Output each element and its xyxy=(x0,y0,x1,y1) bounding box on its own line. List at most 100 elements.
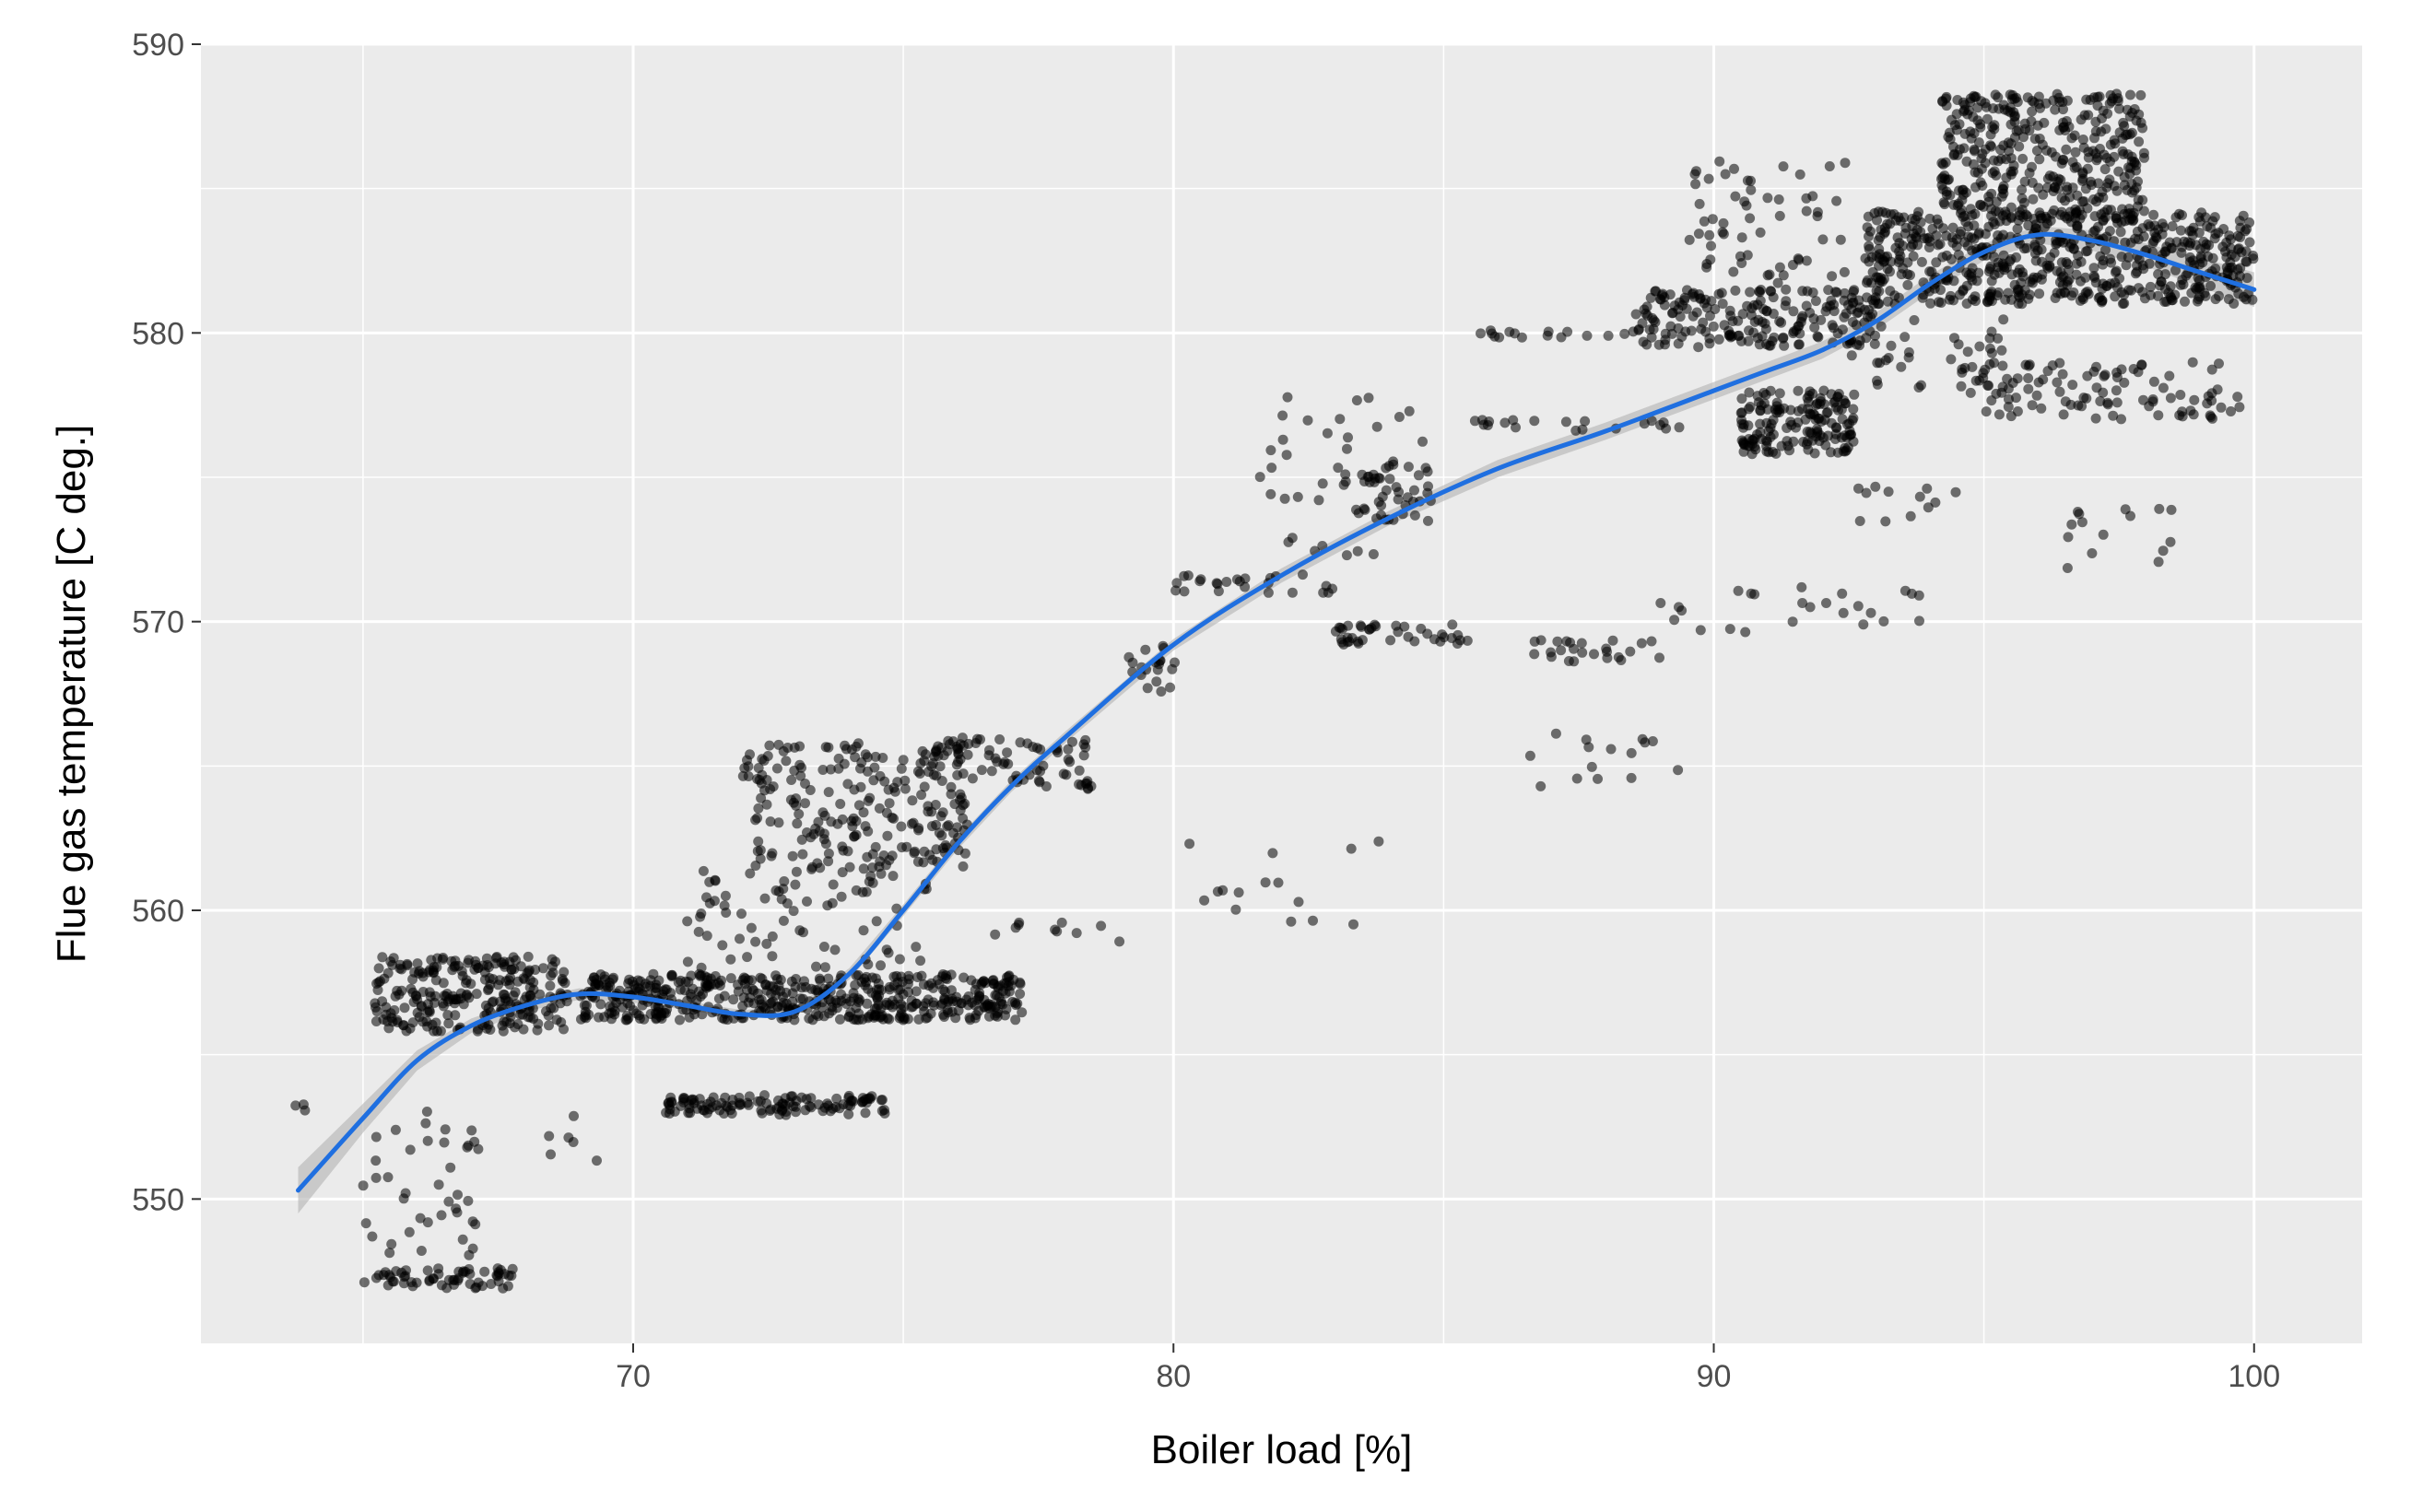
data-point xyxy=(1308,915,1318,926)
data-point xyxy=(882,1013,893,1024)
data-point xyxy=(865,871,876,882)
data-point xyxy=(2034,154,2045,165)
data-point xyxy=(952,744,963,755)
data-point xyxy=(828,1103,839,1114)
data-point xyxy=(1788,436,1799,447)
data-point xyxy=(742,1097,753,1108)
data-point xyxy=(2161,241,2172,252)
data-point xyxy=(1429,634,1440,645)
data-point xyxy=(2110,267,2121,277)
data-point xyxy=(2061,144,2072,155)
data-point xyxy=(742,952,753,963)
data-point xyxy=(2132,226,2143,237)
data-point xyxy=(1933,240,1944,251)
data-point xyxy=(1762,193,1773,204)
data-point xyxy=(2226,406,2236,416)
data-point xyxy=(863,826,874,837)
data-point xyxy=(2097,283,2108,294)
data-point xyxy=(1342,637,1353,648)
data-point xyxy=(1582,330,1593,341)
data-point xyxy=(1370,619,1380,630)
data-point xyxy=(916,790,927,801)
data-point xyxy=(1080,778,1091,789)
x-tick-label: 80 xyxy=(1156,1359,1191,1394)
data-point xyxy=(2124,169,2135,180)
data-point xyxy=(1292,491,1303,502)
data-point xyxy=(370,1155,382,1166)
data-point xyxy=(2062,563,2073,573)
data-point xyxy=(1902,269,1913,280)
data-point xyxy=(940,840,951,850)
data-point xyxy=(360,1218,371,1229)
data-point xyxy=(827,897,838,908)
data-point xyxy=(911,942,922,953)
data-point xyxy=(1916,256,1927,267)
data-point xyxy=(874,803,885,814)
data-point xyxy=(624,974,635,985)
data-point xyxy=(388,953,399,964)
data-point xyxy=(472,1026,483,1037)
data-point xyxy=(752,1096,763,1107)
data-point xyxy=(1704,229,1715,240)
data-point xyxy=(1335,414,1346,425)
data-point xyxy=(1757,331,1768,342)
data-point xyxy=(290,1100,301,1111)
y-tick-label: 590 xyxy=(132,28,184,63)
data-point xyxy=(2052,265,2063,276)
data-point xyxy=(1719,320,1730,331)
data-point xyxy=(2099,164,2111,175)
data-point xyxy=(464,992,475,1003)
data-point xyxy=(1626,772,1637,783)
data-point xyxy=(1774,210,1785,221)
data-point xyxy=(1064,756,1076,768)
data-point xyxy=(1394,412,1405,422)
data-point xyxy=(442,1010,453,1021)
data-point xyxy=(1924,213,1935,224)
data-point xyxy=(2117,299,2128,310)
data-point xyxy=(1939,170,1950,181)
data-point xyxy=(1880,516,1891,527)
data-point xyxy=(750,936,761,947)
data-point xyxy=(957,733,968,744)
data-point xyxy=(2047,360,2058,371)
data-point xyxy=(1355,620,1366,631)
data-point xyxy=(1961,156,1972,167)
data-point xyxy=(2223,294,2234,305)
data-point xyxy=(1031,765,1042,776)
data-point xyxy=(1508,415,1519,426)
data-point xyxy=(1839,266,1850,277)
data-point xyxy=(466,1125,477,1136)
data-point xyxy=(1975,122,1986,133)
data-point xyxy=(781,756,792,767)
data-point xyxy=(479,1266,490,1277)
data-point xyxy=(1179,586,1190,597)
data-point xyxy=(2078,393,2089,404)
data-point xyxy=(1638,336,1649,347)
data-point xyxy=(420,1118,431,1129)
data-point xyxy=(661,1108,672,1119)
data-point xyxy=(1593,773,1603,784)
data-point xyxy=(2074,205,2085,216)
data-point xyxy=(2114,103,2124,114)
data-point xyxy=(495,1264,506,1275)
data-point xyxy=(966,975,977,986)
data-point xyxy=(713,993,724,1004)
data-point xyxy=(2099,149,2110,160)
data-point xyxy=(512,976,523,987)
data-point xyxy=(2090,413,2101,424)
data-point xyxy=(2119,377,2130,388)
data-point xyxy=(1281,450,1292,461)
data-point xyxy=(1952,95,1963,105)
data-point xyxy=(791,793,802,804)
data-point xyxy=(2013,285,2024,296)
data-point xyxy=(485,1025,496,1035)
data-point xyxy=(2078,196,2089,207)
data-point xyxy=(1997,360,2008,371)
data-point xyxy=(2111,88,2123,100)
major-gridlines xyxy=(201,42,2362,1343)
data-point xyxy=(2209,233,2220,244)
data-point xyxy=(1794,254,1805,265)
data-point xyxy=(2040,222,2051,232)
data-point xyxy=(1476,415,1488,426)
data-point xyxy=(1298,569,1308,580)
